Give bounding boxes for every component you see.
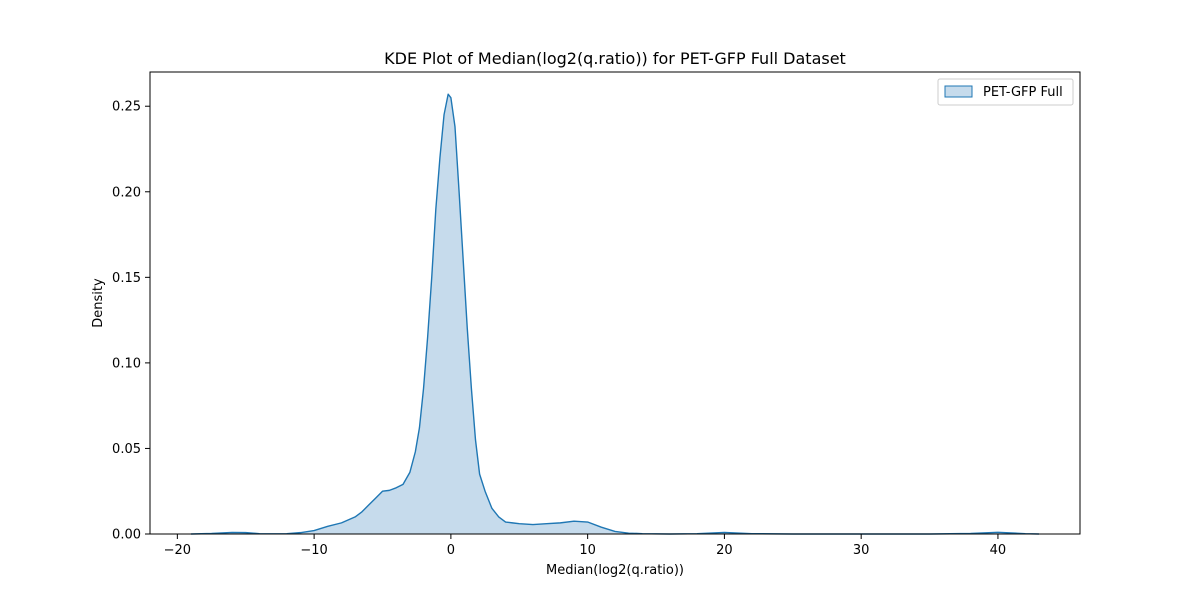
- legend: PET-GFP Full: [937, 78, 1074, 106]
- y-tick-label: 0.20: [112, 185, 141, 200]
- chart-title: KDE Plot of Median(log2(q.ratio)) for PE…: [384, 49, 846, 68]
- x-axis-label: Median(log2(q.ratio)): [546, 563, 684, 578]
- legend-swatch-pet-gfp-full: [944, 85, 973, 98]
- plot-background: [150, 72, 1080, 534]
- x-tick-label: 10: [579, 543, 596, 558]
- legend-label-pet-gfp-full: PET-GFP Full: [983, 85, 1063, 100]
- y-tick-label: 0.15: [112, 271, 141, 286]
- y-tick-label: 0.25: [112, 100, 141, 115]
- plot-frame: [149, 71, 1081, 535]
- y-tick-label: 0.05: [112, 442, 141, 457]
- x-tick-label: 40: [990, 543, 1007, 558]
- y-axis-label: Density: [91, 278, 106, 328]
- x-tick-label: 20: [716, 543, 733, 558]
- y-tick-label: 0.00: [112, 528, 141, 543]
- x-tick-label: −10: [300, 543, 327, 558]
- x-tick-label: 0: [447, 543, 455, 558]
- x-tick-label: −20: [164, 543, 191, 558]
- y-tick-label: 0.10: [112, 356, 141, 371]
- y-axis: 0.00 0.05 0.10 0.15 0.20 0.25: [112, 100, 150, 543]
- x-tick-label: 30: [853, 543, 870, 558]
- x-axis: −20 −10 0 10 20 30 40: [164, 534, 1007, 558]
